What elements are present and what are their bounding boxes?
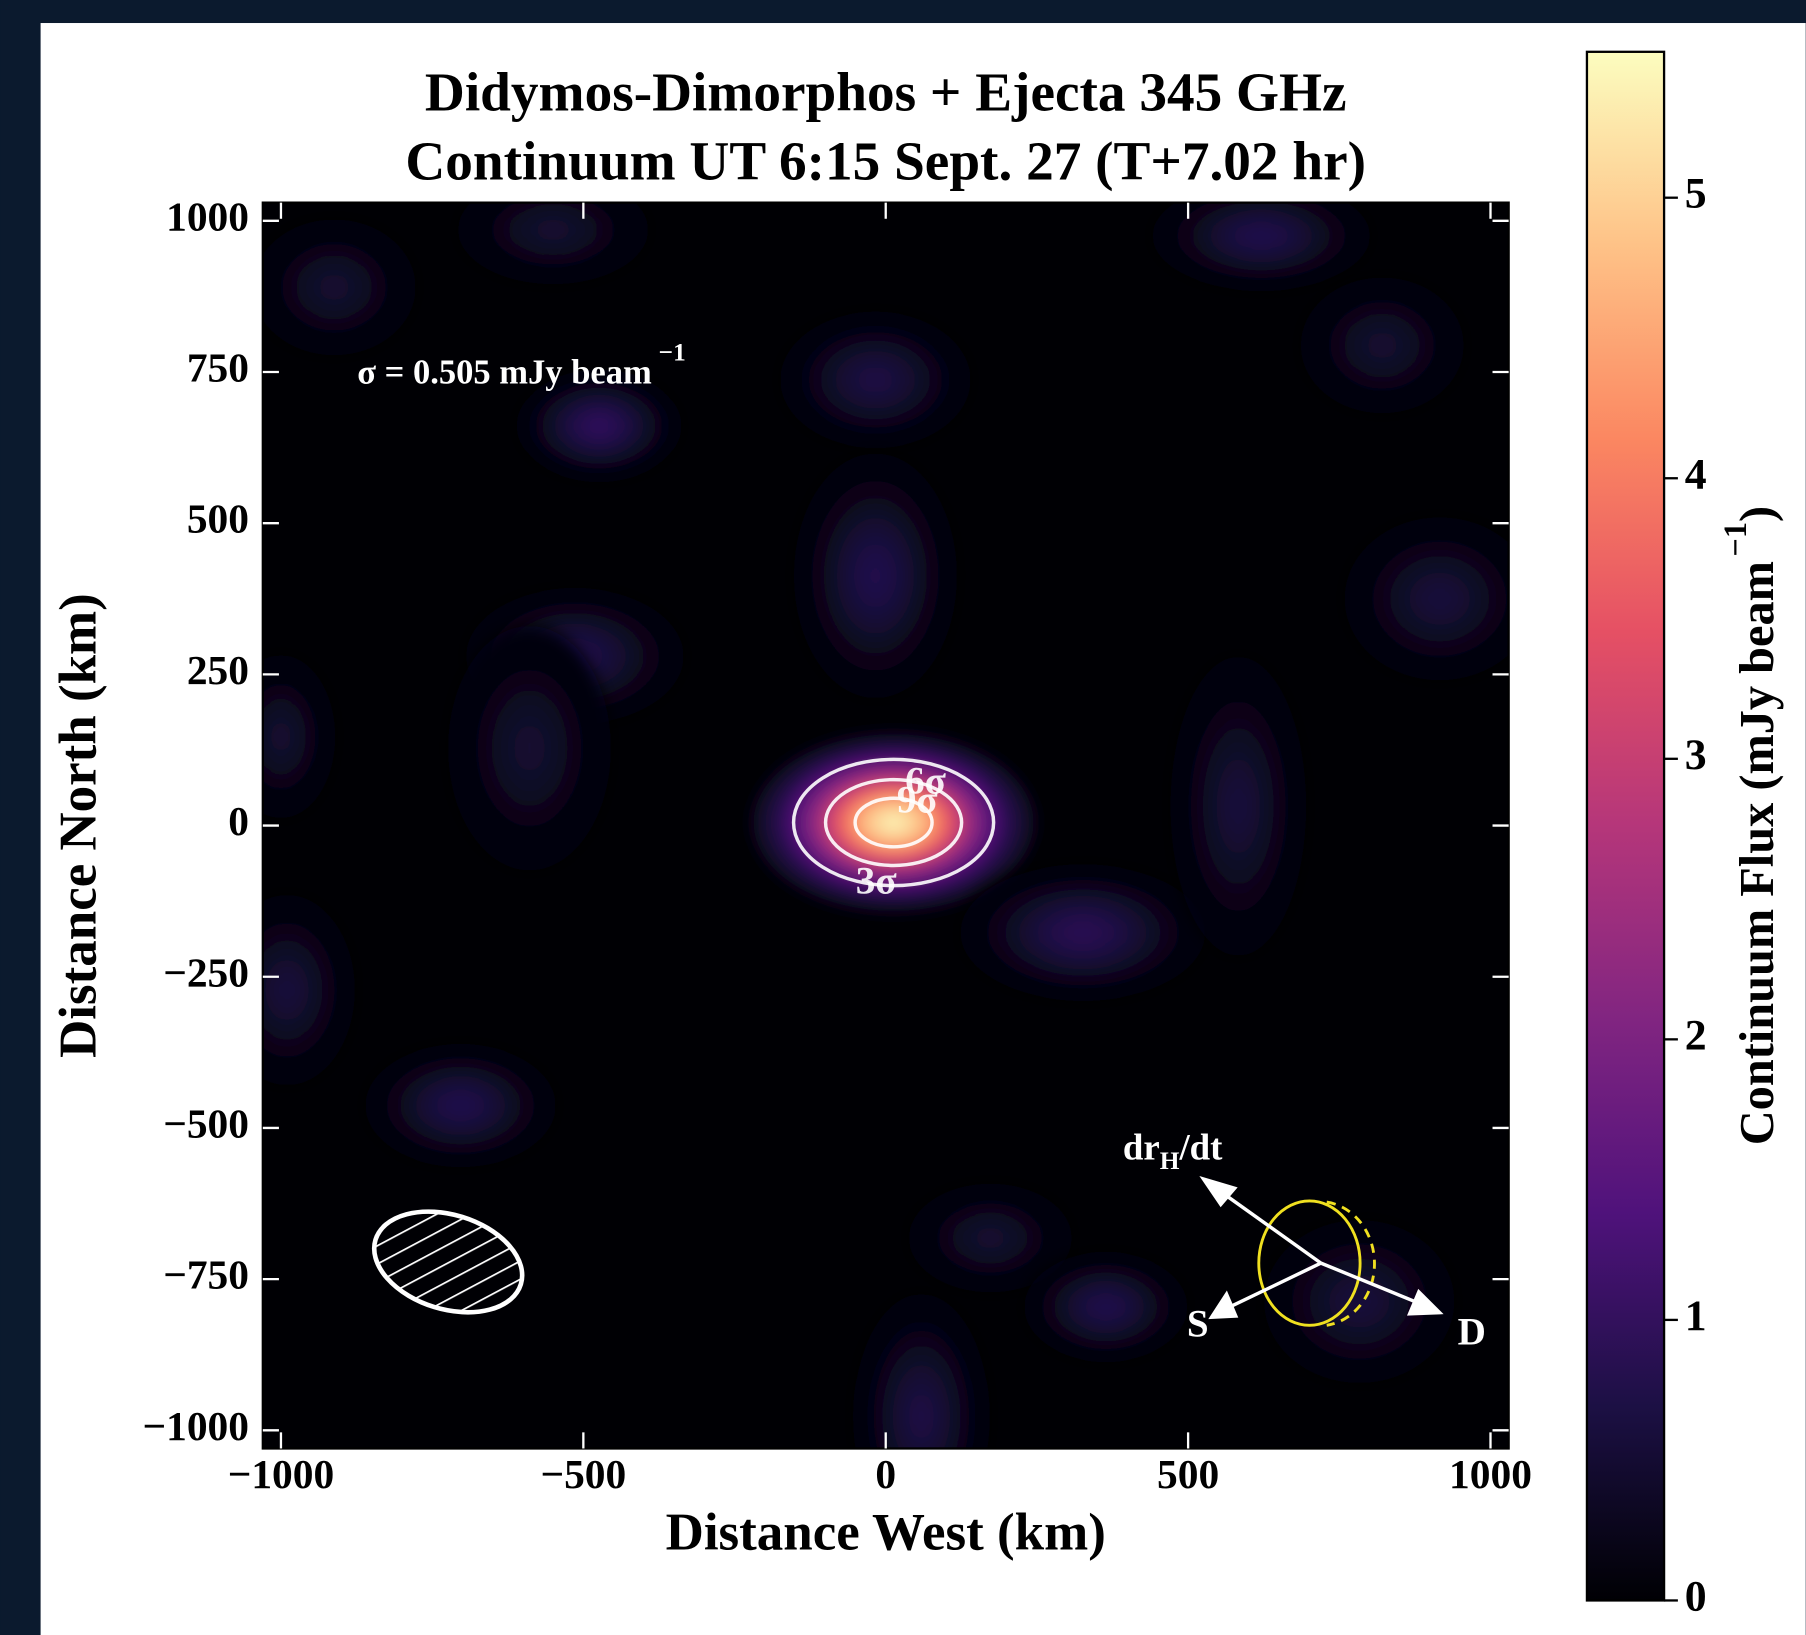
x-axis-label: Distance West (km) [666, 1503, 1106, 1561]
y-axis-label: Distance North (km) [49, 593, 107, 1058]
blob-level [983, 1233, 998, 1243]
blob-level [545, 225, 562, 235]
blob-level [281, 982, 293, 999]
y-tick-label: 750 [187, 344, 249, 390]
sun-label: S [1187, 1303, 1209, 1346]
dimorphos-label: D [1458, 1311, 1486, 1354]
x-tick-label: 0 [875, 1451, 896, 1497]
y-tick-label: −1000 [143, 1403, 250, 1449]
chart: 3σ6σ9σ drH/dt S D σ = 0.505 mJy beam−1 D… [0, 0, 1806, 1635]
blob-level [1252, 231, 1271, 241]
blob-level [1431, 591, 1448, 606]
blob-level [522, 737, 537, 759]
blob [1170, 657, 1306, 956]
blob [1345, 517, 1535, 680]
colorbar-tick-label: 1 [1685, 1292, 1707, 1340]
y-tick-label: 500 [187, 496, 249, 542]
y-tick-label: −250 [163, 949, 249, 995]
blob [365, 1044, 555, 1166]
blob-level [915, 1405, 927, 1427]
blob [253, 219, 416, 355]
blob-level [1375, 339, 1390, 351]
blob [1024, 1253, 1187, 1362]
blob-level [276, 729, 286, 744]
colorbar [1587, 52, 1664, 1601]
blob [794, 453, 957, 698]
colorbar-tick-label: 3 [1685, 731, 1707, 779]
x-tick-label: −500 [540, 1451, 626, 1497]
blob-level [867, 374, 884, 386]
y-tick-label: 1000 [166, 193, 249, 239]
colorbar-tick-label: 5 [1685, 170, 1707, 218]
colorbar-tick-label: 0 [1685, 1573, 1707, 1621]
blob-level [868, 565, 883, 587]
y-tick-label: −500 [163, 1100, 249, 1146]
blob [1301, 277, 1464, 413]
blob-level [1232, 793, 1244, 820]
blob-level [327, 281, 342, 293]
blob-level [592, 421, 607, 431]
x-tick-label: −1000 [228, 1451, 335, 1497]
x-tick-label: 500 [1157, 1451, 1219, 1497]
blob [961, 865, 1206, 1001]
blob [448, 626, 611, 871]
y-tick-label: −750 [163, 1252, 249, 1298]
blob [780, 312, 970, 448]
colorbar-tick-label: 2 [1685, 1011, 1707, 1059]
y-tick-label: 250 [187, 647, 249, 693]
blob-level [1072, 927, 1094, 939]
y-tick-label: 0 [228, 798, 249, 844]
colorbar-tick-label: 4 [1685, 450, 1707, 498]
x-tick-label: 1000 [1449, 1451, 1532, 1497]
chart-title: Didymos-Dimorphos + Ejecta 345 GHz [425, 62, 1347, 123]
blob-level [1099, 1302, 1114, 1312]
chart-title: Continuum UT 6:15 Sept. 27 (T+7.02 hr) [405, 131, 1366, 192]
blob-level [452, 1100, 469, 1111]
contour-label: 9σ [897, 778, 939, 821]
